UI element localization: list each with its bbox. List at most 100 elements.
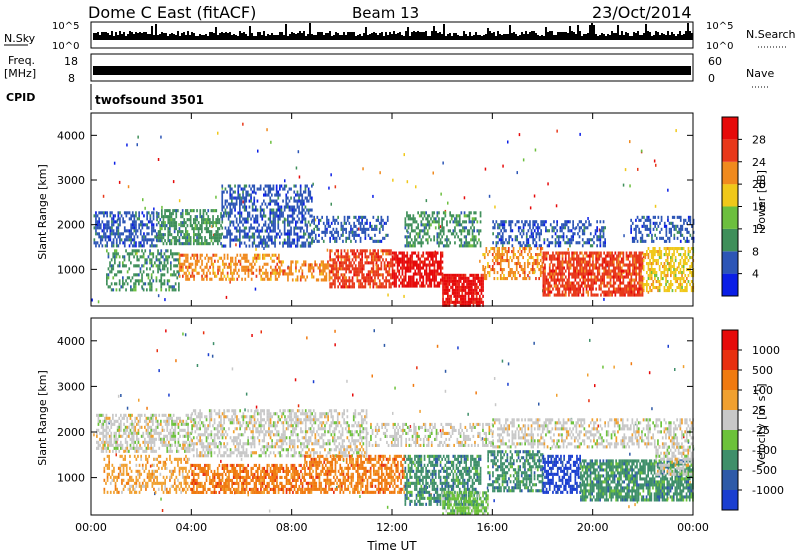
heatmap-cell xyxy=(282,241,284,245)
nsky-bar xyxy=(227,33,229,40)
heatmap-cell xyxy=(323,263,326,267)
heatmap-cell xyxy=(416,254,418,258)
noise-cell xyxy=(118,180,121,184)
nsky-bar xyxy=(501,35,503,40)
heatmap-cell xyxy=(138,282,140,286)
heatmap-cell xyxy=(463,276,465,280)
heatmap-cell xyxy=(508,241,510,245)
heatmap-cell xyxy=(585,220,587,224)
heatmap-cell xyxy=(558,266,561,270)
heatmap-cell xyxy=(432,254,434,258)
heatmap-cell xyxy=(104,223,107,227)
heatmap-cell xyxy=(303,199,305,203)
heatmap-cell xyxy=(243,235,246,239)
heatmap-cell xyxy=(99,223,102,227)
heatmap-cell xyxy=(196,224,198,228)
heatmap-cell xyxy=(101,220,104,224)
heatmap-cell xyxy=(276,277,279,281)
noise-cell xyxy=(425,199,428,203)
heatmap-cell xyxy=(224,199,227,203)
heatmap-cell xyxy=(440,272,442,276)
heatmap-cell xyxy=(364,282,367,286)
heatmap-cell xyxy=(542,284,545,288)
heatmap-cell xyxy=(375,267,378,271)
heatmap-cell xyxy=(115,226,118,230)
heatmap-cell xyxy=(353,255,355,259)
heatmap-cell xyxy=(173,236,176,240)
nsky-bar xyxy=(155,24,157,40)
heatmap-cell xyxy=(351,252,354,256)
heatmap-cell xyxy=(438,260,441,264)
heatmap-cell xyxy=(374,282,376,286)
heatmap-cell xyxy=(248,184,251,188)
heatmap-cell xyxy=(338,282,341,286)
heatmap-cell xyxy=(271,187,273,191)
heatmap-cell xyxy=(229,190,232,194)
heatmap-cell xyxy=(546,229,549,233)
heatmap-cell xyxy=(678,215,680,219)
freq-label-2: [MHz] xyxy=(4,67,36,80)
heatmap-cell xyxy=(422,223,424,227)
heatmap-cell xyxy=(635,230,637,234)
heatmap-cell xyxy=(535,241,538,245)
heatmap-cell xyxy=(271,223,273,227)
heatmap-cell xyxy=(665,239,668,243)
heatmap-cell xyxy=(471,294,473,298)
heatmap-cell xyxy=(461,276,464,280)
heatmap-cell xyxy=(692,236,695,240)
heatmap-cell xyxy=(236,277,239,281)
heatmap-cell xyxy=(640,266,642,270)
heatmap-cell xyxy=(307,193,310,197)
heatmap-cell xyxy=(274,277,277,281)
heatmap-cell xyxy=(120,232,123,236)
heatmap-cell xyxy=(380,267,383,271)
nsky-bar xyxy=(559,32,561,40)
heatmap-cell xyxy=(458,282,460,286)
heatmap-cell xyxy=(544,263,546,267)
heatmap-cell xyxy=(436,272,439,276)
heatmap-cell xyxy=(222,262,224,266)
heatmap-cell xyxy=(517,256,520,260)
heatmap-cell xyxy=(422,260,425,264)
heatmap-cell xyxy=(250,271,253,275)
heatmap-cell xyxy=(438,211,440,215)
noise-cell xyxy=(654,204,657,208)
heatmap-cell xyxy=(235,202,238,206)
heatmap-cell xyxy=(388,264,391,268)
heatmap-cell xyxy=(248,229,251,233)
heatmap-cell xyxy=(159,239,162,243)
heatmap-cell xyxy=(299,278,302,282)
heatmap-cell xyxy=(112,267,115,271)
heatmap-cell xyxy=(550,257,553,261)
heatmap-cell xyxy=(622,275,625,279)
heatmap-cell xyxy=(272,187,275,191)
heatmap-cell xyxy=(372,264,375,268)
heatmap-cell xyxy=(655,250,658,254)
heatmap-cell xyxy=(539,265,542,269)
heatmap-cell xyxy=(556,260,559,264)
heatmap-cell xyxy=(316,239,319,243)
heatmap-cell xyxy=(348,255,351,259)
heatmap-cell xyxy=(175,215,178,219)
heatmap-cell xyxy=(414,238,416,242)
heatmap-cell xyxy=(263,253,266,257)
heatmap-cell xyxy=(456,288,459,292)
heatmap-cell xyxy=(479,244,482,248)
heatmap-cell xyxy=(178,285,180,289)
heatmap-cell xyxy=(147,276,150,280)
heatmap-cell xyxy=(311,214,313,218)
heatmap-cell xyxy=(620,266,623,270)
heatmap-cell xyxy=(274,265,277,269)
heatmap-cell xyxy=(345,285,347,289)
heatmap-cell xyxy=(136,264,139,268)
nsky-bar xyxy=(461,36,463,40)
heatmap-cell xyxy=(468,229,471,233)
heatmap-cell xyxy=(495,244,498,248)
heatmap-cell xyxy=(407,226,410,230)
heatmap-cell xyxy=(470,211,472,215)
heatmap-cell xyxy=(287,232,289,236)
heatmap-cell xyxy=(560,260,562,264)
nsky-bar xyxy=(459,36,461,40)
heatmap-cell xyxy=(412,251,415,255)
nsky-bar xyxy=(573,32,575,40)
